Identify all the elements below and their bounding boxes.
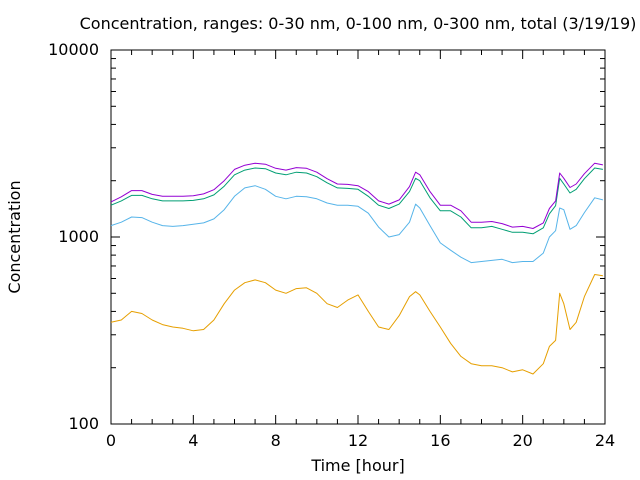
- series-line-3: [110, 167, 603, 235]
- x-tick-label: 8: [271, 431, 281, 450]
- series-line-4: [110, 162, 604, 229]
- series-layer: [110, 162, 604, 375]
- series-line-2: [110, 185, 604, 264]
- y-tick-label: 10000: [48, 40, 99, 59]
- x-tick-label: 16: [430, 431, 450, 450]
- x-axis-label: Time [hour]: [310, 456, 404, 475]
- x-tick-label: 24: [595, 431, 615, 450]
- y-axis-label: Concentration: [5, 180, 24, 293]
- y-axis: 100 1000 10000: [48, 40, 605, 433]
- x-axis: 0 4 8 12 16 20 24: [106, 50, 615, 450]
- chart-title: Concentration, ranges: 0-30 nm, 0-100 nm…: [80, 14, 637, 33]
- plot-area-border: [110, 49, 606, 425]
- x-tick-label: 12: [348, 431, 368, 450]
- y-tick-label: 100: [68, 414, 99, 433]
- series-line-1: [110, 274, 603, 375]
- y-tick-label: 1000: [58, 227, 99, 246]
- x-tick-label: 0: [106, 431, 116, 450]
- x-tick-label: 4: [188, 431, 198, 450]
- x-tick-label: 20: [512, 431, 532, 450]
